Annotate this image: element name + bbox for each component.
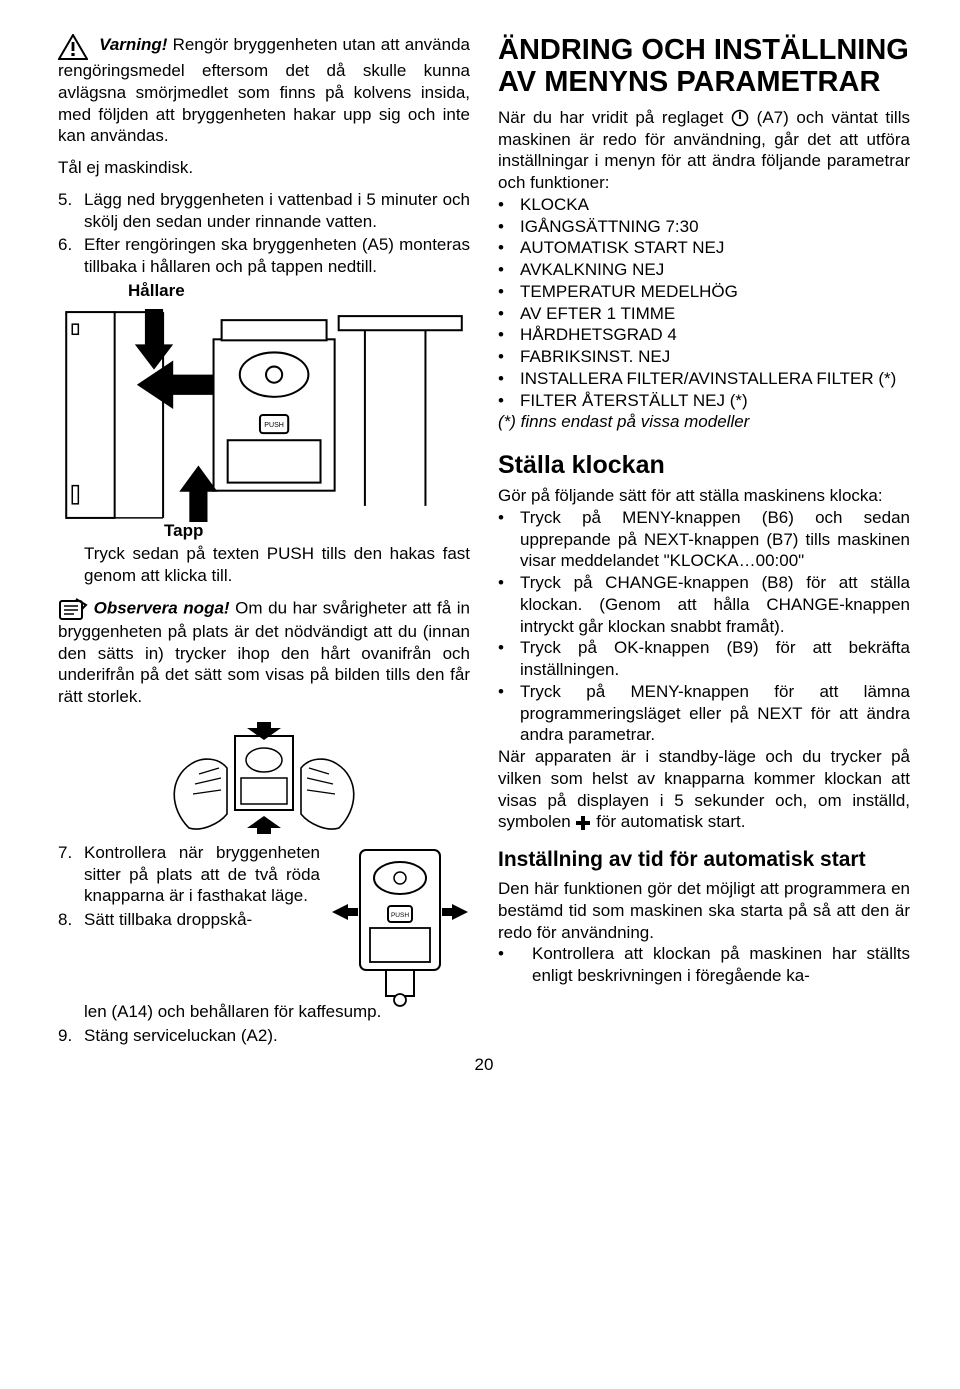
bullet-text: FILTER ÅTERSTÄLLT NEJ (*) [520,390,748,412]
step-9-num: 9. [58,1025,84,1047]
bullet-text: TEMPERATUR MEDELHÖG [520,281,738,303]
clock-intro: Gör på följande sätt för att ställa mask… [498,485,910,507]
bullet-text: AVKALKNING NEJ [520,259,664,281]
warning-paragraph: Varning! Rengör bryggenheten utan att an… [58,34,470,147]
hallare-label: Hållare [128,280,470,302]
bullet-text: Tryck på MENY-knappen (B6) och sedan upp… [520,507,910,572]
auto-intro: Den här funktionen gör det möjligt att p… [498,878,910,943]
bullet-text: AV EFTER 1 TIMME [520,303,675,325]
bullet-text: Tryck på MENY-knappen för att lämna prog… [520,681,910,746]
page-content: Varning! Rengör bryggenheten utan att an… [58,34,910,1048]
bullet-item: •Tryck på MENY-knappen för att lämna pro… [498,681,910,746]
bullet-item: •TEMPERATUR MEDELHÖG [498,281,910,303]
standby-text-2: för automatisk start. [596,812,745,831]
observe-paragraph: Observera noga! Om du har svårigheter at… [58,597,470,708]
step-9-text: Stäng serviceluckan (A2). [84,1025,470,1047]
step-8-text-partial: Sätt tillbaka droppskå- [84,909,320,931]
step-8: 8. Sätt tillbaka droppskå- [58,909,320,931]
parameter-bullets: •KLOCKA •IGÅNGSÄTTNING 7:30 •AUTOMATISK … [498,194,910,412]
page-number: 20 [58,1054,910,1076]
warning-label: Varning! [99,35,167,54]
bullet-text: KLOCKA [520,194,589,216]
step-8-num: 8. [58,909,84,931]
bullet-item: •IGÅNGSÄTTNING 7:30 [498,216,910,238]
bullet-text: Tryck på OK-knappen (B9) för att bekräft… [520,637,910,681]
step-5-text: Lägg ned bryggenheten i vattenbad i 5 mi… [84,189,470,233]
auto-start-heading: Inställning av tid för automatisk start [498,847,910,874]
standby-paragraph: När apparaten är i standby-läge och du t… [498,746,910,833]
bullet-text: INSTALLERA FILTER/AVINSTALLERA FILTER (*… [520,368,896,390]
bullet-text: AUTOMATISK START NEJ [520,237,724,259]
bullet-text: IGÅNGSÄTTNING 7:30 [520,216,699,238]
right-column: ÄNDRING OCH INSTÄLLNING AV MENYNS PARAME… [498,34,910,1048]
bullet-item: •Tryck på CHANGE-knappen (B8) för att st… [498,572,910,637]
bullet-item: •AVKALKNING NEJ [498,259,910,281]
power-icon [731,108,757,127]
red-buttons-diagram: PUSH [330,842,470,1007]
bullet-item: •Tryck på OK-knappen (B9) för att bekräf… [498,637,910,681]
bullet-item: •HÅRDHETSGRAD 4 [498,324,910,346]
clock-bullets: •Tryck på MENY-knappen (B6) och sedan up… [498,507,910,746]
bullet-item: •FILTER ÅTERSTÄLLT NEJ (*) [498,390,910,412]
step-6: 6. Efter rengöringen ska bryggenheten (A… [58,234,470,278]
step-5-num: 5. [58,189,84,233]
bullet-text: HÅRDHETSGRAD 4 [520,324,677,346]
auto-bullets: •Kontrollera att klockan på maskinen har… [498,943,910,987]
clock-heading: Ställa klockan [498,449,910,481]
bullet-text: FABRIKSINST. NEJ [520,346,670,368]
step-5: 5. Lägg ned bryggenheten i vattenbad i 5… [58,189,470,233]
step7-row: 7. Kontrollera när bryggenheten sitter p… [58,842,470,1007]
bullet-item: •AV EFTER 1 TIMME [498,303,910,325]
step-7-num: 7. [58,842,84,907]
note-icon [58,598,94,617]
bullet-item: •INSTALLERA FILTER/AVINSTALLERA FILTER (… [498,368,910,390]
bullet-item: •FABRIKSINST. NEJ [498,346,910,368]
bullet-item: •KLOCKA [498,194,910,216]
step-9: 9. Stäng serviceluckan (A2). [58,1025,470,1047]
press-diagram [58,718,470,838]
bullet-text: Tryck på CHANGE-knappen (B8) för att stä… [520,572,910,637]
intro-text-1: När du har vridit på reglaget [498,108,731,127]
step-7-text: Kontrollera när bryggenheten sitter på p… [84,842,320,907]
left-column: Varning! Rengör bryggenheten utan att an… [58,34,470,1048]
bullet-text: Kontrollera att klockan på maskinen har … [520,943,910,987]
main-heading: ÄNDRING OCH INSTÄLLNING AV MENYNS PARAME… [498,34,910,99]
brew-unit-diagram: PUSH [58,304,470,526]
bullet-item: •Kontrollera att klockan på maskinen har… [498,943,910,987]
svg-text:PUSH: PUSH [264,422,284,429]
push-text: Tryck sedan på texten PUSH tills den hak… [58,543,470,587]
warning-icon [58,34,88,60]
step7-text-col: 7. Kontrollera när bryggenheten sitter p… [58,842,320,1007]
step-6-num: 6. [58,234,84,278]
bullet-item: •Tryck på MENY-knappen (B6) och sedan up… [498,507,910,572]
warning-tail: Tål ej maskindisk. [58,157,470,179]
footnote: (*) finns endast på vissa modeller [498,411,910,433]
step-6-text: Efter rengöringen ska bryggenheten (A5) … [84,234,470,278]
svg-text:PUSH: PUSH [391,912,409,919]
intro-paragraph: När du har vridit på reglaget (A7) och v… [498,107,910,194]
observe-label: Observera noga! [94,598,230,617]
bullet-item: •AUTOMATISK START NEJ [498,237,910,259]
plus-icon [575,812,596,831]
step-7: 7. Kontrollera när bryggenheten sitter p… [58,842,320,907]
